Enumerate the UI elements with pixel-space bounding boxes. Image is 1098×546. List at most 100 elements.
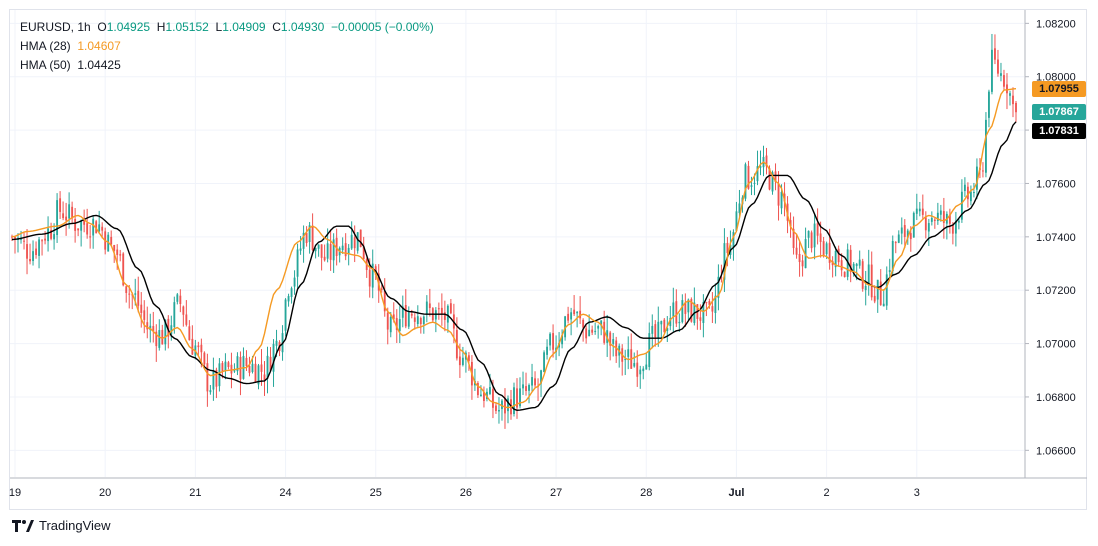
candle-body xyxy=(254,363,257,383)
candle-body xyxy=(308,225,311,242)
candle xyxy=(62,201,65,221)
candle xyxy=(164,319,167,351)
x-tick-label: 21 xyxy=(189,487,201,499)
candle-body xyxy=(260,364,263,372)
candle xyxy=(1006,73,1008,110)
candle xyxy=(627,336,630,370)
candle-body xyxy=(639,369,642,375)
candle-body xyxy=(672,302,675,317)
candle-body xyxy=(609,332,612,346)
symbol-label[interactable]: EURUSD, 1h xyxy=(20,20,91,34)
candle-body xyxy=(236,356,239,372)
candle xyxy=(212,357,215,401)
candle-body xyxy=(284,299,287,331)
candle-body xyxy=(888,270,891,273)
candle-body xyxy=(224,361,227,371)
candle xyxy=(501,399,503,421)
candle xyxy=(71,201,74,225)
candle xyxy=(461,346,464,367)
candle xyxy=(948,208,951,234)
candle-body xyxy=(143,310,146,320)
candle-body xyxy=(341,245,344,251)
candle-body xyxy=(197,345,200,348)
candle xyxy=(681,294,684,324)
candle xyxy=(371,249,374,299)
candle-body xyxy=(948,214,951,224)
candle xyxy=(152,311,155,343)
candle xyxy=(684,293,687,327)
candle-body xyxy=(158,330,161,348)
candle xyxy=(678,313,681,332)
candle xyxy=(603,310,606,345)
candle-body xyxy=(290,288,293,297)
candle-body xyxy=(543,352,545,373)
candle xyxy=(483,386,485,408)
candle xyxy=(11,234,13,242)
candle xyxy=(128,284,131,309)
candle-body xyxy=(927,223,930,232)
axis-layer: 1.06600 1.06800 1.07000 1.07200 1.07400 1.076… xyxy=(9,10,1087,499)
candle-body xyxy=(546,346,548,355)
candle-body xyxy=(816,223,819,236)
tradingview-brand[interactable]: TradingView xyxy=(12,518,111,533)
candle xyxy=(440,293,443,326)
candle xyxy=(654,320,657,347)
candle-body xyxy=(389,317,392,333)
candle-body xyxy=(392,314,395,320)
candle-body xyxy=(528,385,530,391)
candle-body xyxy=(633,363,636,367)
candle-body xyxy=(969,191,972,202)
candle-body xyxy=(657,321,660,338)
hma28-row[interactable]: HMA (28) 1.04607 xyxy=(20,37,434,56)
candle-body xyxy=(311,225,314,251)
candle xyxy=(182,305,185,327)
candle-body xyxy=(531,377,533,386)
candle xyxy=(894,241,897,254)
candle-body xyxy=(498,409,500,412)
candle-body xyxy=(212,370,215,390)
y-tick-label: 1.07000 xyxy=(1036,339,1076,351)
candle-body xyxy=(732,232,735,248)
candle-body xyxy=(780,191,783,209)
candle-body xyxy=(966,186,969,200)
candle-body xyxy=(507,398,509,412)
candle xyxy=(158,319,161,351)
candle-body xyxy=(92,218,95,236)
candle xyxy=(991,33,993,95)
candle-body xyxy=(930,217,933,222)
open-label: O xyxy=(97,20,107,34)
candle-body xyxy=(155,331,158,347)
candle-body xyxy=(299,248,302,251)
candle xyxy=(537,378,539,402)
candle-body xyxy=(41,240,43,242)
y-tick-label: 1.07600 xyxy=(1036,178,1076,190)
candle xyxy=(732,229,735,261)
candle xyxy=(921,194,924,220)
x-tick-label: 19 xyxy=(9,487,21,499)
candle-body xyxy=(985,119,987,173)
candle xyxy=(714,283,717,324)
y-tick-label: 1.06800 xyxy=(1036,392,1076,404)
candle xyxy=(546,339,548,360)
candle xyxy=(810,230,813,253)
candle-body xyxy=(206,363,209,392)
candle-body xyxy=(765,155,768,167)
candle-body xyxy=(747,165,750,189)
candle xyxy=(531,363,533,393)
candle-body xyxy=(702,301,705,323)
candle xyxy=(224,353,227,380)
candle-body xyxy=(678,321,681,324)
candle xyxy=(407,306,410,330)
candle-body xyxy=(708,301,711,305)
candle-body xyxy=(350,234,353,249)
candle-body xyxy=(437,308,440,310)
hma50-row[interactable]: HMA (50) 1.04425 xyxy=(20,56,434,75)
candle xyxy=(588,314,591,337)
candle xyxy=(579,296,582,324)
candle xyxy=(525,372,527,396)
candle-body xyxy=(612,339,615,344)
candle-body xyxy=(323,256,326,261)
candle-body xyxy=(449,303,452,314)
candle xyxy=(624,349,627,376)
